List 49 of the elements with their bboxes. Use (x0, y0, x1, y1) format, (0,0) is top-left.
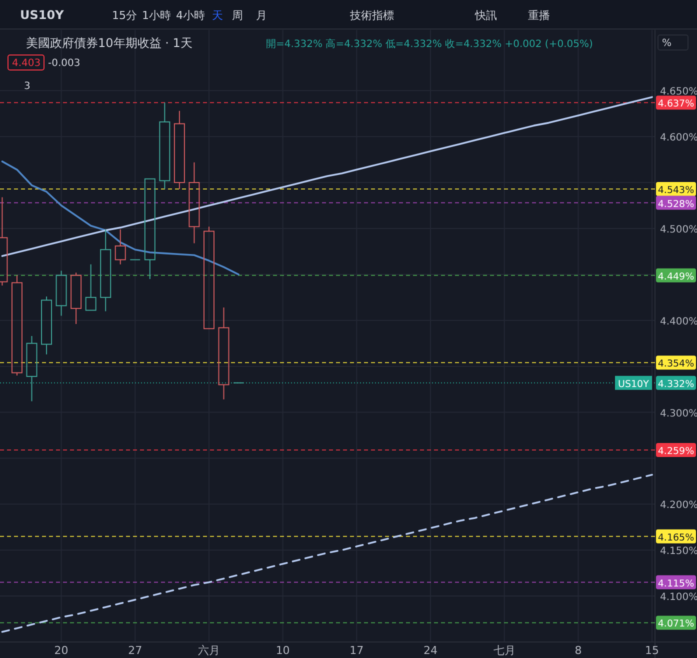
candlestick (114, 228, 126, 265)
candlestick (85, 264, 96, 311)
x-tick-label: 10 (276, 644, 290, 657)
text: 技術指標 (349, 9, 394, 22)
annotation: 3 (24, 81, 30, 92)
ref-line-label: 4.354% (658, 358, 694, 370)
candlestick (11, 274, 22, 376)
text: 天 (212, 9, 223, 22)
text: 月 (256, 9, 267, 22)
ref-line-label: 4.115% (658, 578, 694, 590)
candlestick (218, 307, 230, 400)
text: US10Y (20, 8, 64, 22)
text: 美國政府債券10年期收益 · 1天 (26, 36, 192, 50)
ref-line-label: 4.165% (658, 532, 694, 544)
ref-line-label: 4.543% (658, 184, 694, 196)
text: 快訊 (474, 9, 497, 22)
candlestick (188, 162, 200, 244)
text: 重播 (528, 9, 550, 22)
annotation: US10Y (618, 378, 650, 390)
text: 4小時 (176, 9, 205, 22)
candlestick (100, 228, 112, 312)
ref-line-label: 4.637% (658, 98, 694, 110)
annotation: -0.003 (48, 58, 80, 69)
x-tick-label: 24 (424, 644, 438, 657)
text: 15分 (112, 9, 137, 22)
candlestick (174, 110, 185, 190)
ref-line-label: 4.449% (658, 271, 694, 282)
text: 1小時 (142, 9, 171, 22)
ref-line-label: 4.332% (658, 378, 694, 390)
candlestick (41, 296, 52, 355)
x-tick-label: 17 (350, 644, 364, 657)
candlestick (144, 178, 156, 280)
x-tick-label: 8 (574, 644, 582, 657)
text: % (662, 38, 672, 49)
candlestick (70, 272, 82, 325)
candlestick (26, 336, 38, 402)
ref-line-label: 4.528% (658, 198, 694, 210)
x-tick-label: 七月 (493, 644, 516, 657)
x-tick-label: 六月 (198, 644, 220, 657)
x-tick-label: 20 (54, 644, 68, 657)
candlestick (56, 270, 67, 316)
text: 周 (232, 9, 243, 22)
annotation: 4.403 (12, 58, 41, 69)
ref-line-label: 4.071% (658, 618, 694, 630)
x-tick-label: 15 (645, 644, 660, 657)
ref-line-label: 4.259% (658, 446, 694, 457)
candlestick (159, 102, 170, 190)
x-tick-label: 27 (128, 644, 142, 657)
text: 開=4.332% 高=4.332% 低=4.332% 收=4.332% +0.002 (+0.05%) (266, 38, 593, 50)
